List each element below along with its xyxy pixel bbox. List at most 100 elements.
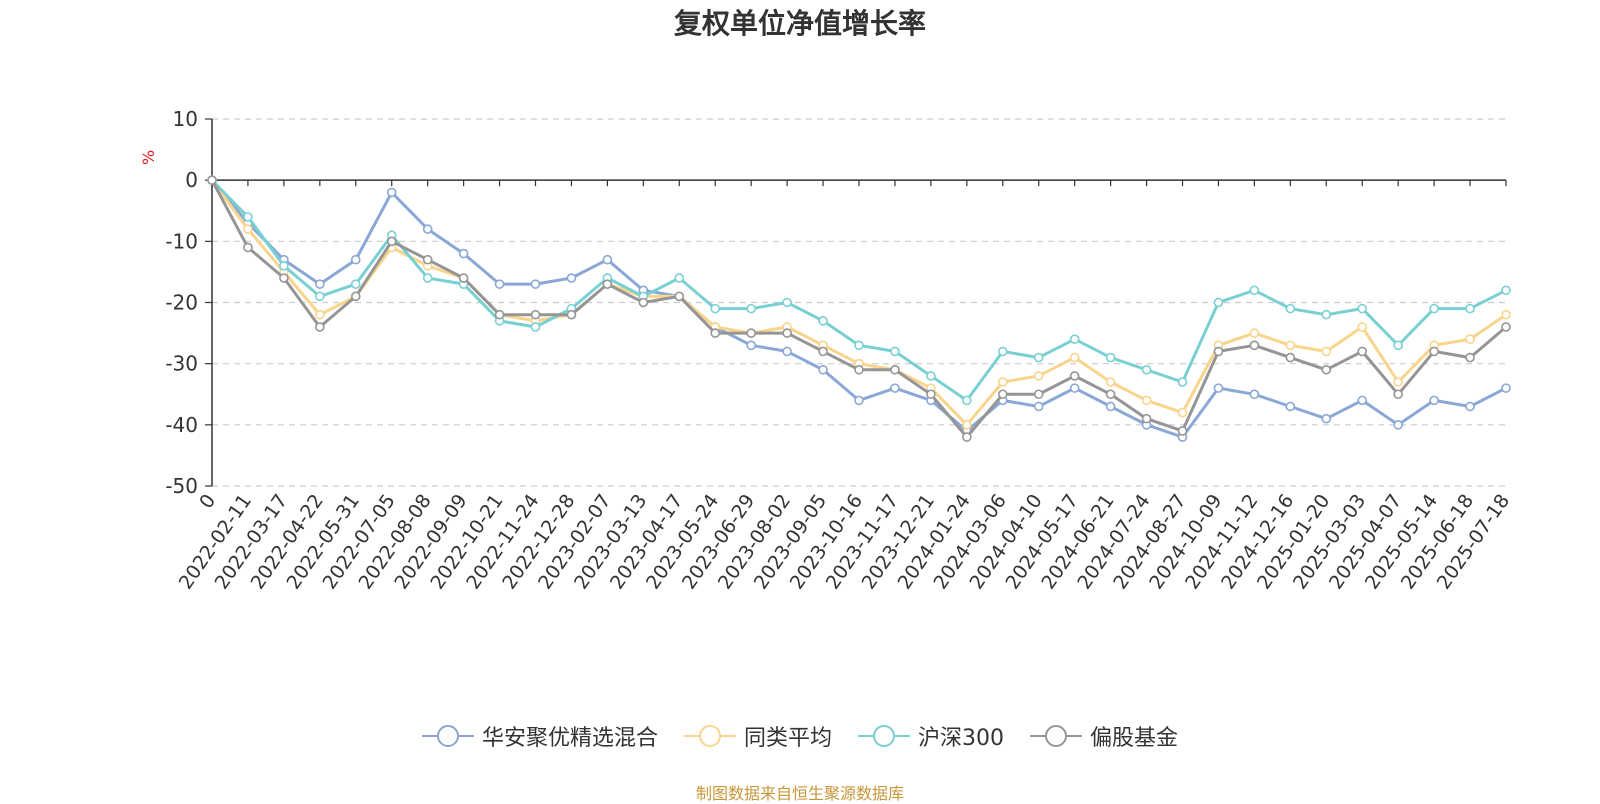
data-point — [1141, 413, 1152, 424]
data-point — [962, 432, 972, 442]
data-point — [926, 389, 936, 400]
data-point — [1429, 346, 1439, 357]
data-point — [1357, 322, 1368, 332]
data-point — [997, 377, 1008, 387]
data-point — [1177, 407, 1188, 418]
data-point — [710, 328, 721, 338]
data-point — [494, 309, 505, 320]
data-point — [1393, 420, 1403, 430]
data-point — [1429, 395, 1439, 406]
data-point — [566, 309, 577, 320]
data-point — [674, 273, 685, 283]
data-point — [1393, 340, 1403, 351]
data-point — [1357, 303, 1368, 314]
data-point — [1213, 383, 1224, 393]
data-point — [1105, 401, 1116, 412]
legend-label: 华安聚优精选混合 — [481, 726, 658, 751]
data-point — [1177, 377, 1188, 387]
data-point — [1033, 389, 1044, 400]
data-point — [602, 279, 613, 289]
legend-marker-icon — [1030, 725, 1082, 747]
series-line — [210, 179, 1507, 427]
data-point — [1069, 352, 1080, 363]
data-point — [1141, 364, 1152, 375]
data-point — [1285, 340, 1296, 351]
data-point — [1321, 346, 1332, 357]
data-point — [1285, 401, 1296, 412]
chart-title: 复权单位净值增长率 — [673, 7, 926, 40]
data-point — [710, 303, 721, 314]
data-point — [890, 346, 900, 357]
data-point — [530, 279, 541, 289]
data-point — [746, 328, 756, 338]
data-point — [315, 322, 325, 332]
y-tick-label: -10 — [165, 229, 198, 253]
data-point — [1501, 285, 1511, 296]
data-point — [494, 279, 505, 289]
y-tick-label: 10 — [173, 107, 198, 131]
data-point — [386, 187, 397, 198]
data-point — [279, 273, 289, 283]
data-point — [422, 254, 433, 265]
data-point — [315, 309, 325, 320]
series-2 — [207, 175, 1511, 406]
data-point — [746, 303, 756, 314]
y-tick-label: 0 — [185, 168, 198, 192]
data-point — [1393, 377, 1403, 387]
legend-marker-icon — [858, 725, 910, 747]
legend-item[interactable]: 沪深300 — [858, 720, 1004, 752]
y-tick-label: -20 — [165, 291, 198, 315]
data-point — [315, 291, 325, 302]
data-point — [243, 242, 253, 253]
legend-label: 同类平均 — [743, 726, 832, 751]
data-point — [1105, 377, 1116, 387]
data-point — [1501, 322, 1511, 332]
data-point — [638, 297, 649, 308]
data-point — [350, 254, 361, 265]
data-point — [782, 346, 792, 357]
legend-item[interactable]: 华安聚优精选混合 — [421, 720, 658, 752]
y-tick-label: -30 — [165, 352, 198, 376]
data-point — [458, 248, 469, 259]
data-point — [243, 224, 253, 234]
data-source-note: 制图数据来自恒生聚源数据库 — [695, 784, 904, 803]
data-point — [243, 212, 253, 222]
data-point — [315, 279, 325, 289]
data-point — [1033, 352, 1044, 363]
data-point — [926, 371, 936, 381]
data-point — [422, 224, 433, 234]
data-point — [782, 297, 792, 308]
data-point — [746, 340, 756, 351]
legend-marker-icon — [421, 725, 474, 747]
data-point — [818, 316, 828, 326]
data-point — [207, 175, 217, 185]
data-point — [674, 291, 685, 302]
legend-label: 偏股基金 — [1090, 726, 1179, 751]
data-point — [1213, 346, 1224, 357]
data-point — [1249, 285, 1260, 296]
data-point — [1393, 389, 1403, 400]
legend-item[interactable]: 同类平均 — [683, 720, 832, 752]
legend-item[interactable]: 偏股基金 — [1030, 720, 1178, 752]
data-point — [1249, 389, 1260, 400]
data-point — [890, 383, 900, 393]
data-point — [1321, 413, 1332, 424]
y-tick-label: -50 — [165, 474, 198, 498]
data-point — [854, 364, 864, 375]
data-point — [1285, 303, 1296, 314]
data-point — [1357, 346, 1368, 357]
data-point — [818, 364, 828, 375]
data-point — [530, 322, 541, 332]
data-point — [854, 395, 864, 406]
legend-marker-icon — [683, 725, 736, 747]
data-point — [386, 236, 397, 247]
data-point — [1069, 334, 1080, 345]
data-point — [1321, 364, 1332, 375]
data-point — [1465, 303, 1475, 314]
data-point — [962, 395, 972, 406]
data-point — [1321, 309, 1332, 320]
data-point — [602, 254, 613, 265]
data-point — [350, 279, 361, 289]
data-point — [350, 291, 361, 302]
